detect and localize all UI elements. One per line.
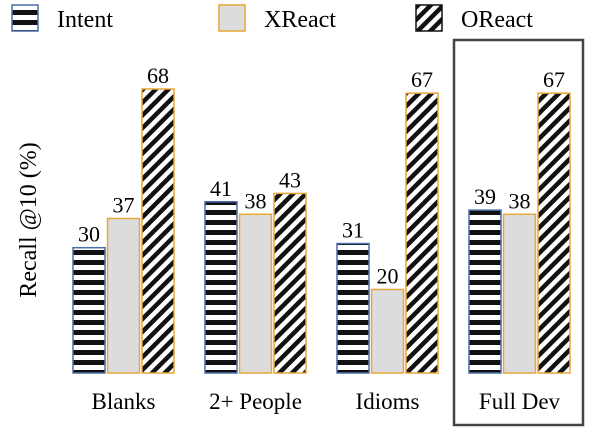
value-label-intent-blanks: 30: [78, 222, 100, 247]
bar-xreact-full-dev: [502, 213, 537, 374]
legend-swatch-oreact: [415, 4, 443, 32]
category-label-full-dev: Full Dev: [479, 389, 561, 414]
category-labels-group: Blanks 2+ People Idioms Full Dev: [92, 389, 561, 414]
bar-oreact-2-people: [273, 192, 307, 374]
value-label-oreact-2-people: 43: [279, 167, 301, 192]
highlight-box-full-dev: [452, 38, 585, 427]
value-labels-group: 30 37 68 41 38 43 31 20 67 39 38 67: [78, 63, 565, 288]
value-label-xreact-full-dev: 38: [509, 188, 531, 213]
bar-oreact-idioms: [405, 92, 439, 374]
bar-oreact-full-dev: [537, 92, 571, 374]
value-label-oreact-full-dev: 67: [543, 67, 565, 92]
legend-item-oreact: OReact: [415, 4, 533, 33]
legend-item-intent: Intent: [11, 4, 113, 33]
bar-xreact-2-people: [238, 213, 273, 374]
value-label-oreact-blanks: 68: [147, 63, 169, 88]
bar-intent-blanks: [72, 246, 106, 374]
value-label-xreact-blanks: 37: [113, 192, 135, 217]
legend-swatch-intent: [11, 4, 39, 32]
legend-swatch-xreact: [218, 4, 246, 32]
value-label-intent-idioms: 31: [342, 218, 364, 243]
legend-label-oreact: OReact: [461, 7, 533, 33]
legend-label-intent: Intent: [57, 7, 113, 33]
value-label-intent-full-dev: 39: [474, 184, 496, 209]
value-label-oreact-idioms: 67: [411, 67, 433, 92]
bar-oreact-blanks: [141, 88, 175, 374]
bar-intent-2-people: [204, 201, 238, 374]
category-label-2-people: 2+ People: [209, 389, 302, 414]
legend: Intent XReact OReact: [11, 4, 533, 33]
category-label-blanks: Blanks: [92, 389, 156, 414]
bar-xreact-idioms: [370, 288, 405, 374]
bars-group: [72, 88, 571, 374]
category-label-idioms: Idioms: [356, 389, 420, 414]
y-axis-label: Recall @10 (%): [16, 142, 42, 297]
value-label-xreact-2-people: 38: [245, 188, 267, 213]
value-label-xreact-idioms: 20: [377, 263, 399, 288]
legend-item-xreact: XReact: [218, 4, 336, 33]
value-label-intent-2-people: 41: [210, 176, 232, 201]
bar-intent-idioms: [336, 242, 370, 374]
bar-intent-full-dev: [468, 209, 502, 374]
bar-xreact-blanks: [106, 217, 141, 374]
legend-label-xreact: XReact: [264, 7, 336, 33]
